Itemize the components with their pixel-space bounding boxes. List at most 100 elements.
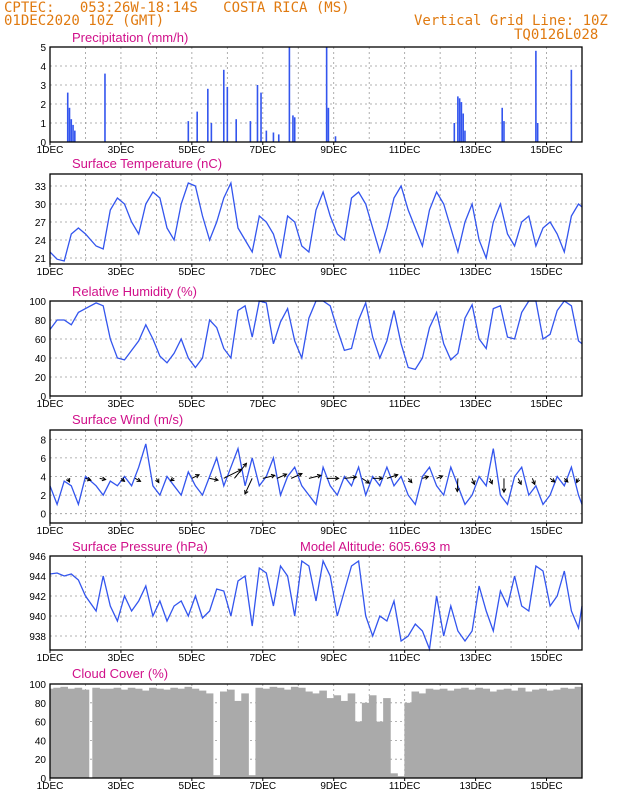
y-tick-label: 33 <box>35 182 47 193</box>
wind-arrow <box>191 474 200 479</box>
cloud-bar <box>149 687 157 778</box>
x-tick-label: 5DEC <box>179 653 206 664</box>
precip-bar <box>226 86 229 142</box>
cloud-bar <box>376 721 384 778</box>
y-tick-label: 0 <box>40 774 46 785</box>
x-tick-label: 7DEC <box>249 526 276 537</box>
wind-arrowhead <box>488 479 494 485</box>
wind-arrow <box>471 478 475 485</box>
wind-arrowhead <box>563 477 569 483</box>
y-tick-label: 60 <box>35 335 47 346</box>
cloud-bar <box>517 687 526 778</box>
panel-frame <box>49 300 583 397</box>
x-tick-label: 9DEC <box>320 267 347 278</box>
precip-bar <box>210 123 213 142</box>
wind-arrow <box>209 477 219 481</box>
precip-bar <box>196 111 198 142</box>
y-tick-label: 5 <box>40 43 46 54</box>
x-tick-label: 13DEC <box>459 653 491 664</box>
precip-bar <box>66 92 69 142</box>
cloud-bar <box>368 695 377 778</box>
y-tick-label: 2 <box>40 100 46 111</box>
cloud-bar <box>411 691 420 778</box>
y-tick-label: 946 <box>29 552 46 563</box>
cloud-bar <box>99 688 107 778</box>
x-tick-label: 1DEC <box>37 653 64 664</box>
cloud-bar <box>553 689 561 778</box>
cloud-bar <box>60 686 68 778</box>
precip-bar <box>288 47 291 142</box>
wind-arrowhead <box>501 488 507 494</box>
cloud-bar <box>219 691 228 778</box>
cloud-bar <box>205 693 214 778</box>
y-tick-label: 20 <box>35 755 47 766</box>
cloud-bar <box>354 721 363 778</box>
x-tick-label: 11DEC <box>389 145 421 156</box>
cloud-bar <box>276 687 285 778</box>
cloud-bar <box>184 686 193 778</box>
wind-arrowhead <box>169 476 175 482</box>
cloud-bar <box>191 688 200 778</box>
panel-5: 938 940 942 944 946 1DEC 3DEC 5DEC 7DEC 9DEC 11DEC… <box>29 539 583 664</box>
precip-bar <box>535 50 537 142</box>
cloud-bar <box>347 693 356 778</box>
x-tick-label: 7DEC <box>249 267 276 278</box>
x-tick-label: 11DEC <box>389 399 421 410</box>
header-code: TQ0126L028 <box>514 27 599 43</box>
precip-bar <box>265 130 268 142</box>
precip-bar <box>457 96 459 142</box>
cloud-bar <box>106 688 115 778</box>
cloud-bar <box>227 689 235 778</box>
y-tick-label: 21 <box>35 254 47 265</box>
x-tick-label: 3DEC <box>108 653 135 664</box>
series-line <box>49 180 583 262</box>
cloud-bar <box>397 776 405 778</box>
wind-arrowhead <box>242 462 248 468</box>
x-tick-label: 7DEC <box>249 145 276 156</box>
y-tick-label: 938 <box>29 632 46 643</box>
wind-arrow <box>262 474 275 479</box>
y-tick-label: 0 <box>40 138 46 149</box>
wind-arrow <box>308 474 322 479</box>
cloud-bar <box>525 691 533 778</box>
wind-arrowhead <box>517 480 522 486</box>
x-tick-label: 3DEC <box>108 145 135 156</box>
x-tick-label: 13DEC <box>459 526 491 537</box>
x-tick-label: 1DEC <box>37 399 64 410</box>
cloud-bar <box>425 688 434 778</box>
x-tick-label: 13DEC <box>459 145 491 156</box>
cloud-bar <box>340 700 349 778</box>
cloud-bar <box>113 687 122 778</box>
y-tick-label: 20 <box>35 373 47 384</box>
wind-arrow <box>517 478 522 485</box>
precip-bar <box>235 119 237 142</box>
cloud-bar <box>475 687 483 778</box>
x-tick-label: 11DEC <box>389 526 421 537</box>
cloud-bar <box>290 686 299 778</box>
precip-bar <box>249 121 252 142</box>
wind-arrow <box>456 478 459 492</box>
y-tick-label: 2 <box>40 491 46 502</box>
wind-arrowhead <box>86 476 92 482</box>
x-tick-label: 7DEC <box>249 653 276 664</box>
series-line <box>49 443 583 507</box>
cloud-bar <box>432 689 441 778</box>
cloud-bar <box>439 688 448 778</box>
precip-bar <box>453 123 456 142</box>
precip-bar <box>458 98 461 142</box>
precip-bar <box>570 69 573 142</box>
precip-bar <box>501 107 503 142</box>
y-tick-label: 942 <box>29 592 46 603</box>
x-tick-label: 7DEC <box>249 781 276 792</box>
precip-bar <box>256 85 259 142</box>
cloud-bar <box>546 690 554 778</box>
x-tick-label: 5DEC <box>179 526 206 537</box>
precip-bar <box>464 130 466 142</box>
cloud-bar <box>163 689 171 778</box>
precip-bar <box>334 136 337 142</box>
y-tick-label: 100 <box>29 297 46 308</box>
header-grid-note: Vertical Grid Line: 10Z <box>414 13 608 29</box>
x-tick-label: 11DEC <box>389 267 421 278</box>
cloud-bar <box>67 688 76 778</box>
